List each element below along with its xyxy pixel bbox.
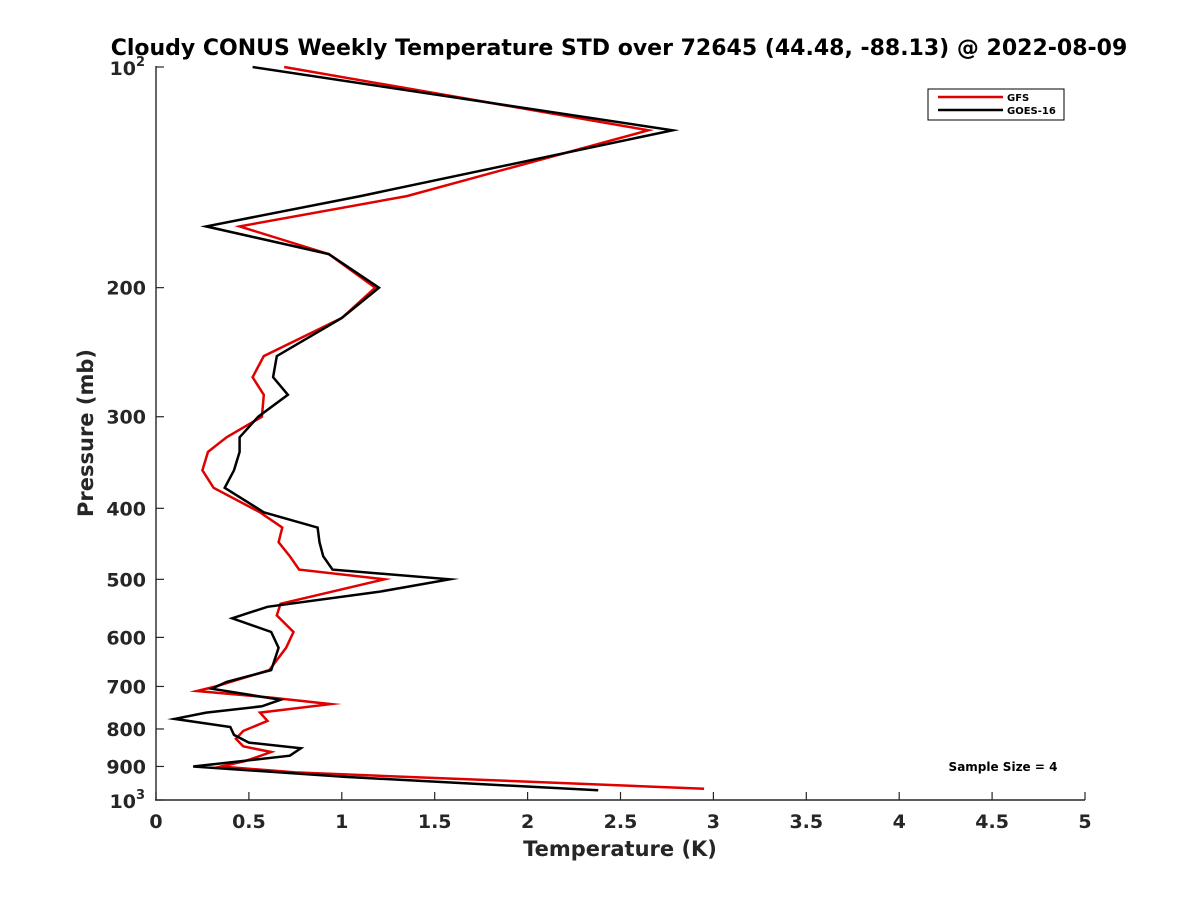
y-tick-label: 10	[110, 791, 136, 813]
legend-label-gfs: GFS	[1007, 93, 1029, 104]
chart-title: Cloudy CONUS Weekly Temperature STD over…	[111, 36, 1128, 61]
series-lines	[167, 65, 705, 792]
x-tick-label: 2.5	[604, 811, 638, 833]
x-tick-label: 3.5	[789, 811, 823, 833]
y-tick-label: 600	[106, 627, 146, 649]
plot-area	[156, 67, 1085, 800]
sample-size-annotation: Sample Size = 4	[949, 760, 1058, 774]
legend-box	[927, 88, 1065, 121]
y-axis-label: Pressure (mb)	[74, 349, 98, 517]
x-axis-label: Temperature (K)	[523, 837, 717, 861]
y-tick-exponent: 3	[136, 788, 145, 803]
y-tick-label: 10	[110, 58, 136, 80]
x-tick-label: 0	[149, 811, 162, 833]
x-tick-label: 1	[335, 811, 348, 833]
x-tick-label: 3	[707, 811, 720, 833]
x-tick-label: 4.5	[975, 811, 1009, 833]
x-tick-label: 4	[893, 811, 906, 833]
y-tick-label: 200	[106, 278, 146, 300]
y-tick-label: 700	[106, 676, 146, 698]
legend-label-goes16: GOES-16	[1007, 106, 1056, 117]
x-tick-label: 1.5	[418, 811, 452, 833]
y-tick-label: 300	[106, 407, 146, 429]
y-tick-label: 400	[106, 498, 146, 520]
y-tick-label: 800	[106, 719, 146, 741]
y-tick-label: 900	[106, 756, 146, 778]
legend: GFS GOES-16	[927, 88, 1065, 121]
x-tick-label: 2	[521, 811, 534, 833]
x-tick-label: 0.5	[232, 811, 266, 833]
series-line-goes16	[167, 65, 680, 792]
y-tick-label: 500	[106, 569, 146, 591]
x-tick-label: 5	[1078, 811, 1091, 833]
y-tick-exponent: 2	[136, 55, 145, 70]
x-axis-ticks: 0 0.5 1 1.5 2 2.5 3 3.5 4 4.5 5	[149, 792, 1092, 833]
series-line-gfs	[189, 65, 705, 790]
